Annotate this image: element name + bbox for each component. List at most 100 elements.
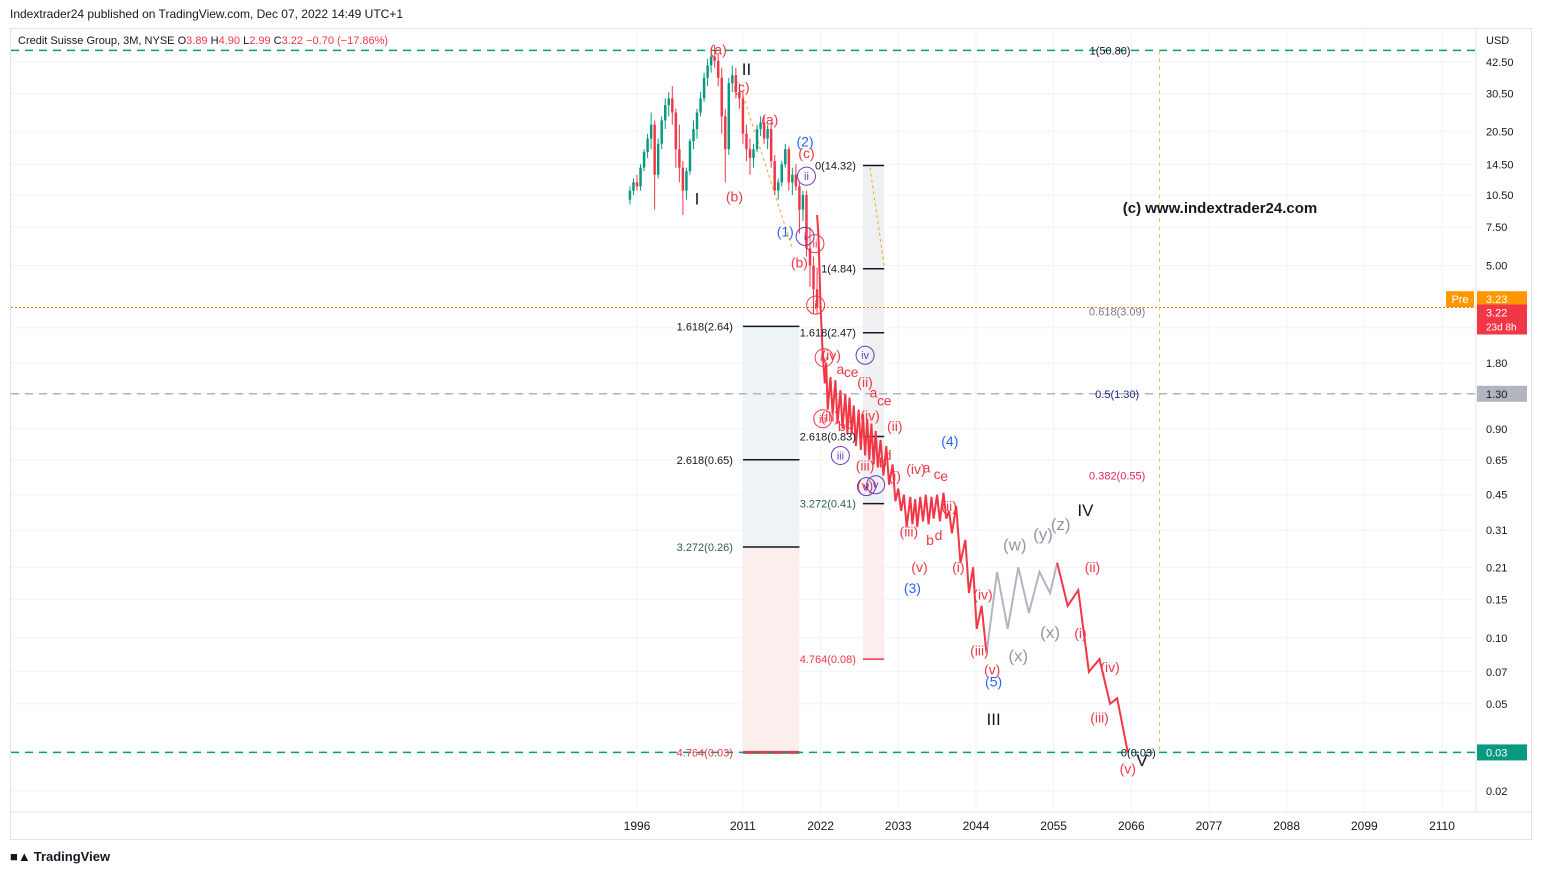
x-tick-label: 2088 [1273, 819, 1300, 833]
wave-label: b [879, 454, 887, 470]
fib-retracement-label: 0.382(0.55) [1089, 471, 1145, 483]
candle-body [794, 174, 798, 187]
wave-circle [796, 166, 816, 186]
candle-body [798, 186, 801, 210]
candle-body [635, 182, 639, 187]
candle-body [702, 77, 706, 99]
wave-label: (i) [889, 468, 901, 484]
price-badge-value: 3.23 [1486, 294, 1507, 306]
candle-body [815, 289, 819, 308]
wave-label: V [1136, 751, 1148, 770]
publish-info: Indextrader24 published on TradingView.c… [10, 7, 404, 21]
chart-frame [10, 28, 1532, 840]
chart-legend: Credit Suisse Group, 3M, NYSE O3.89 H4.9… [18, 35, 388, 47]
fib-level-label: 2.618(0.83) [800, 431, 856, 443]
candle-body [656, 143, 660, 175]
legend-low: 2.99 [249, 35, 271, 47]
legend-high-label: H [210, 35, 219, 47]
wave-label: d [884, 447, 892, 463]
wave-label: (a) [761, 112, 778, 128]
wave-label: (v) [984, 662, 1000, 678]
wave-label: (iii) [1090, 710, 1109, 726]
candle-body [731, 75, 734, 84]
legend-open-label: O [177, 35, 187, 47]
wave-circle-label: i [814, 300, 816, 312]
candle-body [685, 171, 688, 191]
pre-badge-label: Pre [1451, 294, 1468, 306]
wave-label: (iv) [906, 461, 925, 477]
wave-label: (ii) [887, 418, 903, 434]
wave-label: c [844, 364, 851, 380]
wave-label: a [923, 459, 931, 475]
wave-label: (iv) [973, 586, 992, 602]
fib-zone-left-upper [742, 326, 800, 547]
y-tick-label: 10.50 [1486, 190, 1514, 202]
y-tick-label: 0.45 [1486, 490, 1507, 502]
candle-body [716, 60, 720, 78]
candle-body [699, 98, 702, 113]
fib-retracement-label: 1(50.80) [1090, 45, 1131, 57]
tradingview-logo[interactable]: ■▲ TradingView [10, 849, 110, 864]
x-tick-label: 2033 [885, 819, 912, 833]
x-tick-label: 2011 [730, 819, 756, 833]
candle-body [628, 190, 632, 200]
price-badge-value: 1.30 [1486, 389, 1507, 401]
candle-body [724, 116, 727, 150]
x-tick-label: 2066 [1118, 819, 1145, 833]
currency-label: USD [1486, 35, 1509, 47]
fib-level-label: 4.764(0.03) [677, 747, 733, 759]
candle-body [787, 149, 791, 183]
fib-retracement-label: 0.618(3.09) [1089, 306, 1145, 318]
legend-close-label: C [273, 35, 282, 47]
candle-body [678, 149, 681, 168]
candle-body [801, 195, 805, 210]
fib-zone-right-upper [862, 165, 885, 504]
wave-label: e [851, 364, 859, 380]
y-tick-label: 0.31 [1486, 525, 1507, 537]
wave-label: (iii) [900, 524, 919, 540]
price-badge [1477, 304, 1527, 335]
wave-label: (3) [904, 580, 921, 596]
wave-label: b [838, 418, 846, 434]
wave-circle-label: iv [861, 350, 869, 362]
wave-circle [866, 475, 886, 495]
wave-label: (iv) [860, 408, 879, 424]
y-tick-label: 0.15 [1486, 594, 1507, 606]
candle-body [649, 124, 653, 139]
wave-label: (v) [857, 478, 873, 494]
candle-body [769, 129, 773, 162]
wave-circle-label: i [804, 231, 806, 243]
wave-label: (ii) [1085, 559, 1101, 575]
trend-hint-line [869, 167, 885, 266]
candle-body [748, 149, 752, 158]
x-tick-label: 2099 [1351, 819, 1378, 833]
candle-body [727, 83, 731, 150]
wave-label: c [934, 466, 941, 482]
y-tick-label: 0.10 [1486, 633, 1507, 645]
candle-body [752, 149, 755, 158]
wave-label: (v) [911, 559, 927, 575]
y-tick-label: 5.00 [1486, 261, 1507, 273]
x-tick-label: 1996 [624, 819, 651, 833]
y-tick-label: 42.50 [1486, 57, 1514, 69]
wave-label: (b) [791, 255, 808, 271]
fib-level-label: 1(4.84) [821, 264, 856, 276]
wave-label: (iii) [820, 409, 839, 425]
wave-circle-label: iii [819, 414, 826, 426]
fib-level-label: 3.272(0.41) [800, 499, 856, 511]
wave-circle [805, 234, 825, 254]
x-tick-label: 2055 [1040, 819, 1067, 833]
y-tick-label: 0.90 [1486, 424, 1507, 436]
wave-circle [806, 295, 826, 315]
wave-circle-label: v [873, 480, 879, 492]
candle-body [766, 129, 769, 139]
wave-circle-label: ii [813, 239, 818, 251]
candle-body [805, 195, 808, 249]
wave-circle-label: iii [837, 450, 844, 462]
candle-body [791, 174, 794, 183]
candle-body [738, 92, 741, 99]
candle-body [713, 56, 716, 61]
y-tick-label: 7.50 [1486, 222, 1507, 234]
candle-body [642, 152, 646, 168]
